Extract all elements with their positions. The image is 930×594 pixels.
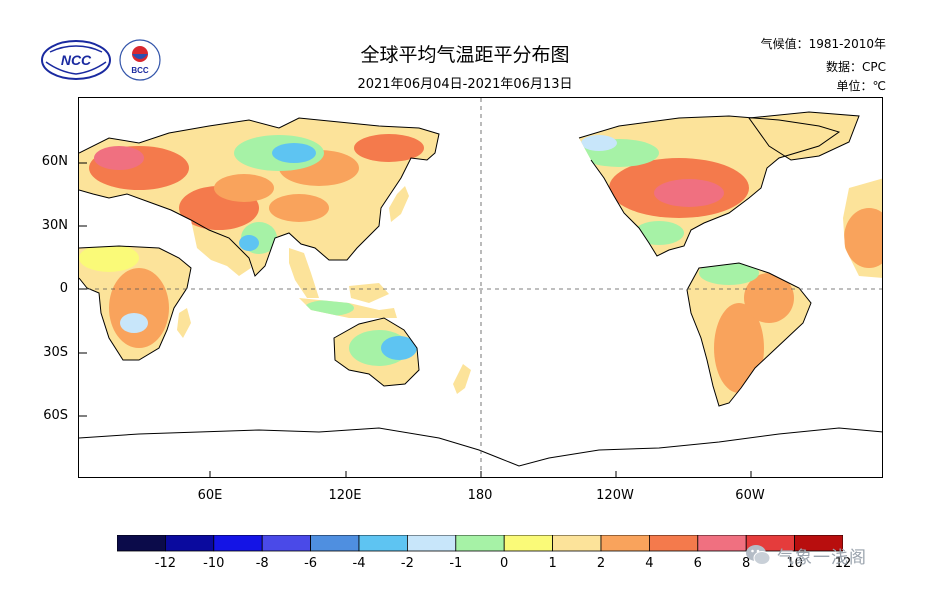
ncc-logo-icon: NCC: [41, 40, 111, 80]
colorbar-tick-label: -10: [203, 556, 225, 571]
lon-label-120e: 120E: [328, 488, 362, 503]
ncc-logo: NCC: [40, 38, 112, 86]
colorbar-swatch: [310, 535, 360, 552]
map-canvas: [79, 98, 882, 477]
svg-text:NCC: NCC: [61, 52, 92, 68]
colorbar-swatch: [600, 535, 650, 552]
lon-label-60e: 60E: [197, 488, 223, 503]
lat-label-0: 0: [59, 281, 68, 296]
svg-text:BCC: BCC: [131, 66, 149, 75]
colorbar-swatch: [406, 535, 457, 552]
colorbar-swatch: [697, 535, 747, 552]
colorbar-tick-label: -1: [449, 556, 463, 571]
lat-label-30s: 30S: [43, 345, 68, 360]
colorbar-tick-label: 1: [548, 556, 557, 571]
map-title: 全球平均气温距平分布图: [360, 44, 570, 66]
lat-label-30n: 30N: [41, 218, 68, 233]
lon-label-180: 180: [467, 488, 493, 503]
colorbar-tick-label: 10: [786, 556, 803, 571]
colorbar-tick-label: 4: [645, 556, 654, 571]
colorbar-tick-label: -8: [255, 556, 269, 571]
lon-label-120w: 120W: [596, 488, 634, 503]
bcc-logo-icon: BCC: [119, 39, 161, 81]
colorbar-swatch: [552, 535, 602, 552]
colorbar-swatch: [455, 535, 505, 552]
wechat-icon: [746, 545, 771, 565]
colorbar-swatch: [649, 535, 699, 552]
climate-period: 气候值：1981-2010年: [760, 37, 886, 51]
lat-label-60s: 60S: [43, 408, 68, 423]
watermark: 气象一浅阁: [745, 541, 867, 569]
colorbar-swatch: [503, 535, 554, 552]
lat-label-60n: 60N: [41, 154, 68, 169]
bcc-logo: BCC: [118, 38, 162, 86]
colorbar-swatch: [261, 535, 311, 552]
colorbar-swatch: [165, 535, 215, 552]
colorbar-tick-label: -2: [400, 556, 414, 571]
colorbar-swatch: [213, 535, 263, 552]
colorbar-swatch: [358, 535, 408, 552]
colorbar-swatch: [117, 535, 166, 552]
colorbar-tick-label: -4: [352, 556, 366, 571]
anomaly-map: [78, 97, 883, 478]
unit-label: 单位：℃: [836, 79, 886, 93]
colorbar: [117, 535, 843, 552]
colorbar-tick-label: 2: [596, 556, 606, 571]
colorbar-tick-label: -12: [154, 556, 176, 571]
colorbar-tick-label: 8: [742, 556, 751, 571]
date-range: 2021年06月04日-2021年06月13日: [357, 77, 573, 92]
coastlines: [79, 111, 882, 467]
colorbar-tick-label: -6: [304, 556, 318, 571]
colorbar-tick-label: 0: [500, 556, 509, 571]
axis-ticks: [79, 162, 752, 477]
colorbar-tick-label: 12: [834, 556, 852, 571]
lon-label-60w: 60W: [735, 488, 765, 503]
colorbar-tick-label: 6: [693, 556, 702, 571]
watermark-text: 气象一浅阁: [777, 547, 867, 568]
data-source: 数据：CPC: [826, 60, 886, 74]
